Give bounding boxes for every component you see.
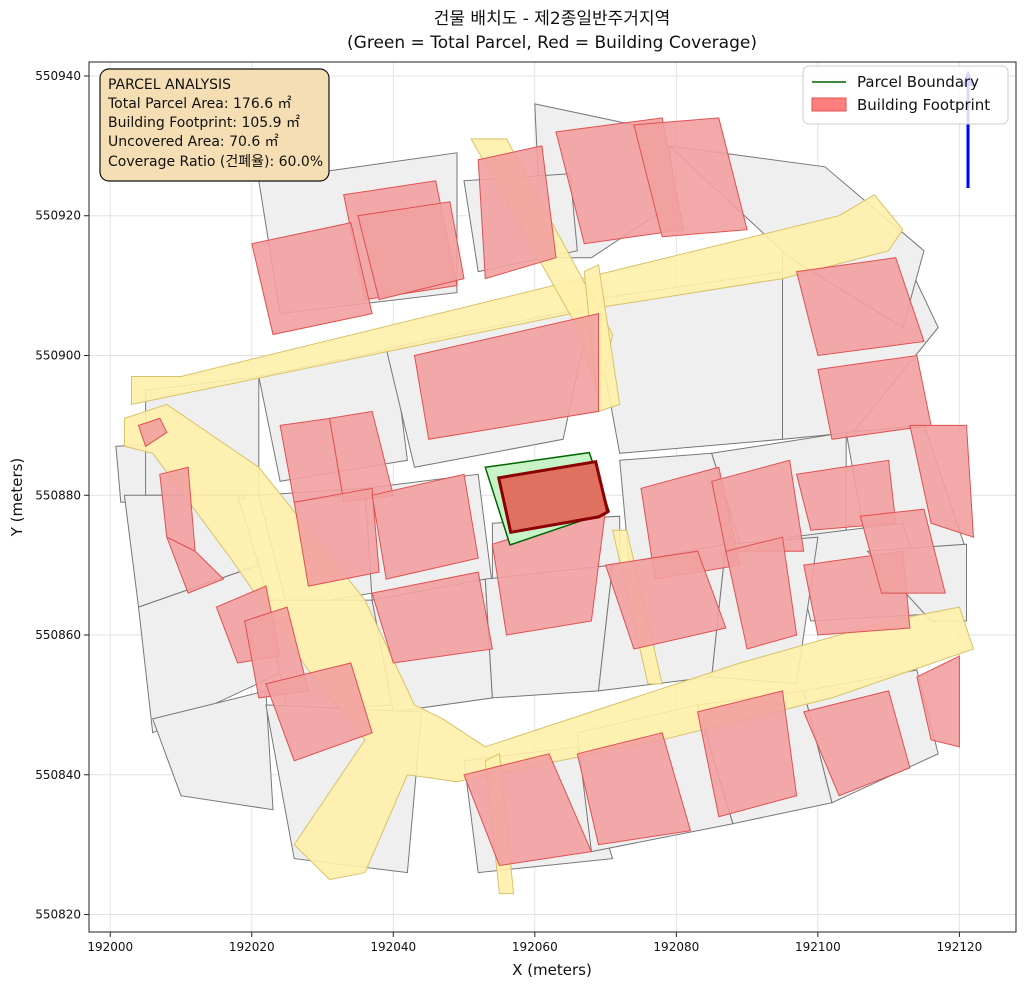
info-line-uncovered: Uncovered Area: 70.6 ㎡: [108, 134, 279, 150]
plot-frame: [88, 61, 1017, 933]
info-line-coverage: Coverage Ratio (건폐율): 60.0%: [108, 154, 323, 170]
building-polygon: [604, 550, 727, 650]
y-axis-ticks: 550820 550840 550860 550880 550900 550920 5509…: [35, 69, 89, 922]
building-polygon: [137, 417, 168, 448]
parcel-analysis-box: PARCEL ANALYSIS Total Parcel Area: 176.6…: [99, 68, 330, 182]
legend-background: [802, 65, 1009, 125]
building-polygon: [633, 117, 748, 238]
building-polygon: [293, 487, 380, 587]
building-polygon: [711, 459, 805, 552]
chart-title: 건물 배치도 - 제2종일반주거지역: [434, 9, 670, 29]
info-line-total-area: Total Parcel Area: 176.6 ㎡: [107, 96, 292, 112]
legend-building-swatch: [811, 97, 847, 112]
y-tick-label: 550860: [35, 628, 81, 642]
building-polygon: [795, 257, 925, 357]
legend-building-label: Building Footprint: [857, 96, 990, 114]
chart-subtitle: (Green = Total Parcel, Red = Building Co…: [347, 33, 757, 53]
building-polygon: [165, 536, 225, 594]
y-tick-label: 550900: [35, 348, 81, 362]
building-polygon: [357, 201, 465, 301]
lot-polygon: [152, 690, 274, 811]
y-tick-label: 550880: [35, 488, 81, 502]
building-polygon: [916, 655, 960, 748]
road-polygon: [131, 194, 904, 406]
building-polygon: [413, 312, 599, 440]
y-tick-label: 550940: [35, 69, 81, 83]
x-tick-label: 192120: [936, 940, 982, 954]
legend: Parcel Boundary Building Footprint: [802, 65, 1009, 125]
building-footprints: [137, 117, 975, 867]
x-axis-label: X (meters): [512, 961, 592, 979]
target-parcel: [484, 451, 611, 546]
building-polygon: [725, 536, 798, 650]
building-polygon: [803, 690, 911, 797]
building-polygon: [697, 690, 798, 818]
y-tick-label: 550920: [35, 209, 81, 223]
building-polygon: [463, 753, 593, 867]
building-polygon: [576, 732, 692, 846]
building-polygon: [265, 662, 373, 762]
building-polygon: [371, 473, 479, 580]
x-tick-label: 192100: [795, 940, 841, 954]
info-box-background: [99, 68, 330, 182]
target-building-footprint: [496, 459, 610, 535]
x-axis-ticks: 192000 192020 192040 192060 192080 192100 1921…: [87, 932, 982, 954]
info-line-heading: PARCEL ANALYSIS: [108, 77, 231, 93]
y-tick-label: 550820: [35, 908, 81, 922]
x-tick-label: 192080: [653, 940, 699, 954]
x-tick-label: 192040: [370, 940, 416, 954]
building-polygon: [909, 424, 975, 538]
building-polygon: [251, 222, 373, 336]
x-tick-label: 192060: [512, 940, 558, 954]
building-polygon: [859, 508, 946, 594]
x-tick-label: 192000: [87, 940, 133, 954]
y-tick-label: 550840: [35, 768, 81, 782]
legend-parcel-label: Parcel Boundary: [857, 73, 979, 91]
building-polygon: [371, 571, 493, 664]
y-axis-label: Y (meters): [8, 458, 26, 538]
info-line-footprint: Building Footprint: 105.9 ㎡: [108, 115, 300, 131]
x-tick-label: 192020: [229, 940, 275, 954]
building-polygon: [477, 145, 557, 280]
